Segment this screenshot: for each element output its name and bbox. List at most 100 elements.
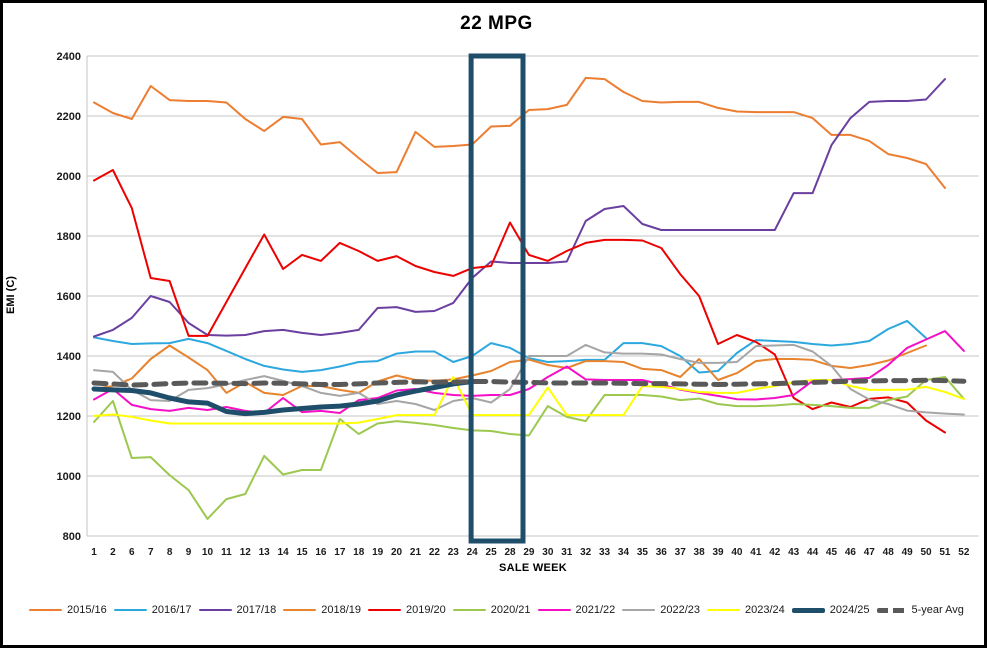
x-tick-label: 47: [864, 547, 876, 558]
series-line-2015-16: [93, 76, 946, 189]
legend-line-swatch: [791, 607, 825, 613]
x-tick-label: 11: [221, 547, 232, 558]
series-line-2021-22: [93, 330, 965, 414]
legend-item-2019-20: 2019/20: [368, 604, 446, 616]
x-tick-label: 18: [353, 547, 365, 558]
x-axis-title: SALE WEEK: [498, 562, 568, 574]
x-tick-label: 42: [769, 547, 781, 558]
legend-item-2015-16: 2015/16: [29, 604, 107, 616]
x-tick-label: 43: [788, 547, 800, 558]
x-tick-label: 14: [278, 547, 290, 558]
x-tick-label: 37: [675, 547, 687, 558]
legend-label: 2024/25: [829, 604, 870, 616]
x-tick-label: 10: [202, 547, 214, 558]
x-tick-label: 1: [91, 547, 97, 558]
chart-title: 22 MPG: [460, 13, 533, 34]
legend-line-swatch: [283, 609, 317, 611]
x-tick-label: 20: [391, 547, 403, 558]
legend-item-2016-17: 2016/17: [113, 604, 192, 616]
x-tick-label: 23: [448, 547, 460, 558]
x-tick-label: 25: [486, 547, 498, 558]
legend-item-5-year-avg: 5-year Avg: [876, 604, 964, 616]
legend-label: 5-year Avg: [911, 604, 964, 616]
legend-label: 2015/16: [67, 604, 107, 616]
x-tick-label: 6: [129, 547, 135, 558]
x-tick-label: 49: [902, 547, 914, 558]
legend-item-2020-21: 2020/21: [452, 604, 531, 616]
x-tick-label: 12: [240, 547, 252, 558]
y-tick-label: 2400: [57, 51, 81, 63]
y-tick-label: 1200: [57, 411, 81, 423]
series-line-2016-17: [93, 319, 927, 374]
legend-label: 2016/17: [151, 604, 192, 616]
series-line-5-year-avg: [91, 377, 967, 388]
series-line-2024-25: [91, 379, 475, 417]
x-tick-label: 32: [580, 547, 592, 558]
x-tick-label: 28: [504, 547, 516, 558]
legend-label: 2020/21: [490, 604, 531, 616]
legend-label: 2021/22: [575, 604, 616, 616]
series-line-2018-19: [93, 344, 927, 396]
x-tick-label: 34: [618, 547, 630, 558]
x-tick-label: 35: [637, 547, 649, 558]
x-tick-label: 41: [750, 547, 762, 558]
legend-item-2017-18: 2017/18: [198, 604, 277, 616]
y-tick-label: 2000: [57, 171, 81, 183]
x-tick-label: 8: [167, 547, 173, 558]
y-tick-label: 2200: [57, 111, 81, 123]
y-tick-label: 800: [63, 531, 81, 543]
series-line-2019-20: [93, 169, 946, 434]
x-tick-label: 51: [939, 547, 951, 558]
x-tick-label: 15: [296, 547, 308, 558]
x-tick-label: 33: [599, 547, 611, 558]
x-tick-label: 50: [920, 547, 932, 558]
legend-line-swatch: [537, 609, 571, 611]
x-tick-label: 21: [410, 547, 422, 558]
y-tick-label: 1800: [57, 231, 81, 243]
legend-label: 2022/23: [660, 604, 701, 616]
legend-line-swatch: [876, 607, 907, 613]
x-tick-label: 24: [467, 547, 479, 558]
x-tick-label: 7: [148, 547, 154, 558]
x-tick-label: 48: [883, 547, 895, 558]
legend-line-swatch: [29, 609, 62, 611]
x-tick-label: 9: [186, 547, 192, 558]
legend-line-swatch: [198, 609, 232, 611]
legend-label: 2023/24: [745, 604, 785, 616]
legend-line-swatch: [707, 609, 740, 611]
x-tick-label: 30: [542, 547, 554, 558]
y-tick-label: 1000: [57, 471, 81, 483]
series-line-2020-21: [93, 376, 965, 520]
legend-line-swatch: [113, 609, 147, 611]
legend-item-2022-23: 2022/23: [622, 604, 700, 616]
y-tick-label: 1400: [57, 351, 81, 363]
x-tick-label: 22: [429, 547, 441, 558]
legend-line-swatch: [452, 609, 486, 611]
x-tick-label: 52: [958, 547, 970, 558]
x-tick-label: 13: [259, 547, 271, 558]
x-tick-label: 19: [372, 547, 384, 558]
x-tick-label: 45: [826, 547, 838, 558]
legend-item-2021-22: 2021/22: [537, 604, 616, 616]
legend-item-2024-25: 2024/25: [791, 604, 870, 616]
legend-line-swatch: [368, 609, 401, 611]
x-tick-label: 31: [561, 547, 573, 558]
x-tick-label: 40: [731, 547, 743, 558]
legend-label: 2017/18: [236, 604, 277, 616]
x-tick-label: 29: [523, 547, 535, 558]
x-tick-label: 36: [656, 547, 668, 558]
x-tick-label: 17: [334, 547, 346, 558]
series-line-2017-18: [93, 78, 946, 338]
x-tick-label: 46: [845, 547, 857, 558]
highlight-box-weeks-25-28: [468, 53, 526, 544]
x-tick-label: 2: [110, 547, 116, 558]
legend-label: 2019/20: [406, 604, 446, 616]
legend-item-2023-24: 2023/24: [707, 604, 785, 616]
x-tick-label: 16: [315, 547, 327, 558]
legend-label: 2018/19: [321, 604, 362, 616]
x-tick-label: 44: [807, 547, 819, 558]
x-tick-label: 38: [694, 547, 706, 558]
x-tick-label: 39: [712, 547, 724, 558]
